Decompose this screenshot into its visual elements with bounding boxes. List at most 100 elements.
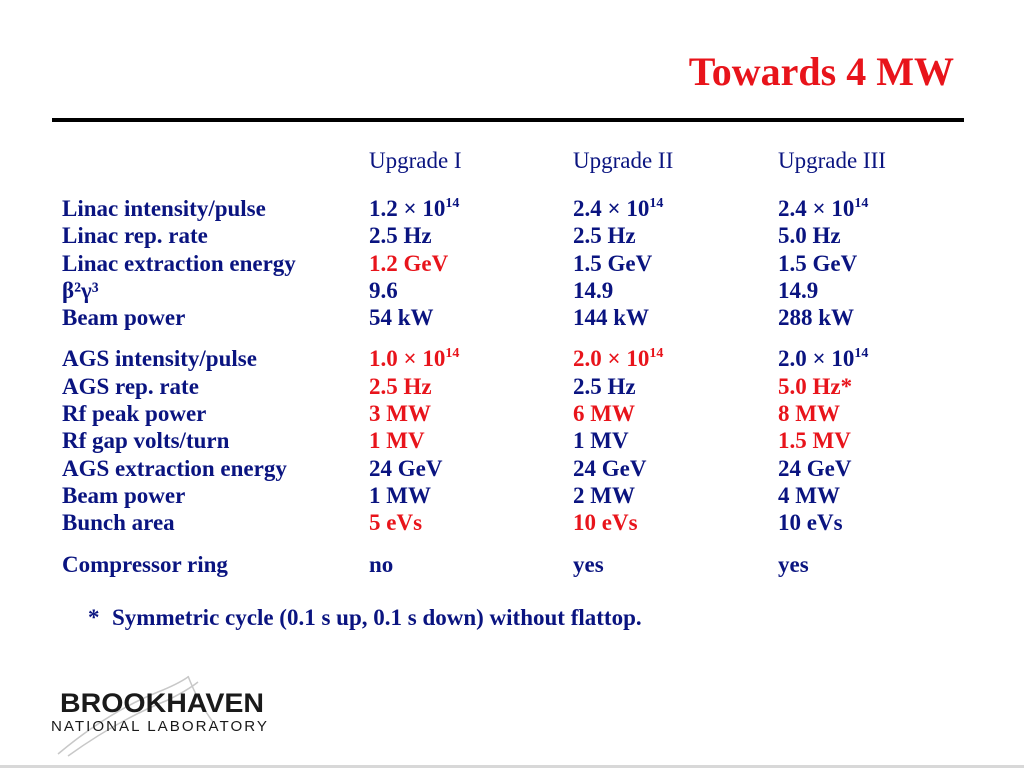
footnote: * Symmetric cycle (0.1 s up, 0.1 s down) …	[88, 605, 642, 631]
value-cell-upgrade-1: 5 eVs	[369, 510, 422, 536]
value-cell-upgrade-2: 24 GeV	[573, 456, 646, 482]
value-exponent: 14	[445, 346, 460, 362]
value-exponent: 14	[649, 346, 664, 362]
value-base: no	[369, 551, 394, 577]
value-exponent: 14	[854, 346, 869, 362]
value-base: 10 eVs	[573, 510, 638, 536]
value-cell-upgrade-2: yes	[573, 552, 604, 578]
header-upgrade-2: Upgrade II	[573, 148, 674, 173]
slide-title: Towards 4 MW	[688, 49, 954, 94]
value-cell-upgrade-1: 1 MW	[369, 483, 431, 509]
value-base: 2.5 Hz	[573, 223, 636, 249]
brookhaven-logo: BROOKHAVEN NATIONAL LABORATORY	[51, 675, 269, 757]
value-cell-upgrade-1: 1.0 × 1014	[369, 346, 459, 372]
value-base: 5 eVs	[369, 510, 423, 536]
row-label: Beam power	[62, 305, 186, 331]
value-cell-upgrade-1: 1 MV	[369, 428, 425, 454]
row-label: Rf gap volts/turn	[62, 428, 230, 454]
value-base: 2.5 Hz	[573, 373, 636, 399]
value-cell-upgrade-1: 2.5 Hz	[369, 223, 432, 249]
footnote-text: Symmetric cycle (0.1 s up, 0.1 s down) w…	[112, 605, 642, 630]
value-base: 2.5 Hz	[369, 373, 432, 399]
value-cell-upgrade-3: 4 MW	[778, 483, 840, 509]
svg-text:BROOKHAVEN: BROOKHAVEN	[60, 688, 264, 718]
value-base: 8 MW	[778, 401, 840, 427]
header-upgrade-3: Upgrade III	[778, 148, 886, 173]
value-exponent: 14	[649, 196, 664, 211]
value-base: 1.5 GeV	[573, 250, 653, 276]
value-base: 10 eVs	[778, 510, 843, 536]
value-base: 1 MV	[573, 428, 629, 454]
row-label: Rf peak power	[62, 401, 207, 427]
value-cell-upgrade-2: 1.5 GeV	[573, 251, 652, 277]
row-label: Beam power	[62, 482, 186, 508]
value-base: 288 kW	[778, 305, 855, 331]
row-label: AGS extraction energy	[62, 455, 287, 481]
row-label: AGS intensity/pulse	[62, 346, 257, 372]
value-cell-upgrade-1: no	[369, 552, 393, 578]
value-base: 2.0 × 10	[573, 346, 650, 372]
value-cell-upgrade-2: 10 eVs	[573, 510, 638, 536]
value-base: yes	[573, 551, 604, 577]
row-label: Compressor ring	[62, 551, 228, 577]
value-cell-upgrade-3: 14.9	[778, 278, 818, 304]
value-base: 9.6	[369, 277, 398, 303]
value-cell-upgrade-2: 2.4 × 1014	[573, 196, 663, 222]
value-cell-upgrade-1: 9.6	[369, 278, 398, 304]
value-cell-upgrade-3: 5.0 Hz*	[778, 374, 852, 400]
row-label: Linac extraction energy	[62, 250, 296, 276]
row-label: β²γ³	[62, 277, 99, 303]
value-cell-upgrade-2: 2.5 Hz	[573, 374, 636, 400]
value-base: yes	[778, 551, 809, 577]
value-cell-upgrade-3: 2.0 × 1014	[778, 346, 868, 372]
value-cell-upgrade-3: 1.5 MV	[778, 428, 851, 454]
value-base: 1.2 × 10	[369, 196, 446, 221]
value-base: 1.5 MV	[778, 428, 851, 454]
svg-text:NATIONAL LABORATORY: NATIONAL LABORATORY	[51, 718, 269, 735]
value-cell-upgrade-2: 144 kW	[573, 305, 649, 331]
value-cell-upgrade-1: 24 GeV	[369, 456, 442, 482]
value-cell-upgrade-3: 2.4 × 1014	[778, 196, 868, 222]
row-label: AGS rep. rate	[62, 373, 199, 399]
value-cell-upgrade-2: 2.0 × 1014	[573, 346, 663, 372]
value-cell-upgrade-1: 3 MW	[369, 401, 431, 427]
value-base: 24 GeV	[573, 455, 647, 481]
header-upgrade-1: Upgrade I	[369, 148, 462, 173]
value-cell-upgrade-3: 10 eVs	[778, 510, 843, 536]
value-base: 1.2 GeV	[369, 250, 449, 276]
value-base: 1 MW	[369, 482, 431, 508]
value-base: 3 MW	[369, 401, 431, 427]
row-label: Linac rep. rate	[62, 223, 208, 249]
value-base: 14.9	[573, 277, 614, 303]
value-base: 2.0 × 10	[778, 346, 855, 372]
value-cell-upgrade-1: 1.2 × 1014	[369, 196, 459, 222]
value-base: 6 MW	[573, 401, 635, 427]
value-base: 14.9	[778, 277, 819, 303]
value-base: 1 MV	[369, 428, 425, 454]
value-base: 5.0 Hz	[778, 223, 841, 249]
bottom-border	[0, 765, 1024, 768]
value-base: 2 MW	[573, 482, 635, 508]
value-base: 2.5 Hz	[369, 223, 432, 249]
value-base: 1.5 GeV	[778, 250, 858, 276]
value-base: 144 kW	[573, 305, 650, 331]
footnote-marker: *	[88, 605, 100, 630]
value-cell-upgrade-1: 54 kW	[369, 305, 434, 331]
value-cell-upgrade-1: 1.2 GeV	[369, 251, 448, 277]
value-cell-upgrade-3: 5.0 Hz	[778, 223, 841, 249]
value-cell-upgrade-2: 14.9	[573, 278, 613, 304]
value-base: 2.4 × 10	[778, 196, 855, 221]
value-cell-upgrade-2: 2 MW	[573, 483, 635, 509]
value-cell-upgrade-2: 6 MW	[573, 401, 635, 427]
value-cell-upgrade-2: 1 MV	[573, 428, 629, 454]
value-cell-upgrade-2: 2.5 Hz	[573, 223, 636, 249]
value-base: 54 kW	[369, 305, 434, 331]
row-label: Bunch area	[62, 510, 175, 536]
value-base: 5.0 Hz*	[778, 373, 853, 399]
value-exponent: 14	[445, 196, 460, 211]
title-divider	[52, 118, 964, 122]
value-base: 4 MW	[778, 482, 840, 508]
value-cell-upgrade-3: 1.5 GeV	[778, 251, 857, 277]
value-cell-upgrade-3: 24 GeV	[778, 456, 851, 482]
value-cell-upgrade-1: 2.5 Hz	[369, 374, 432, 400]
